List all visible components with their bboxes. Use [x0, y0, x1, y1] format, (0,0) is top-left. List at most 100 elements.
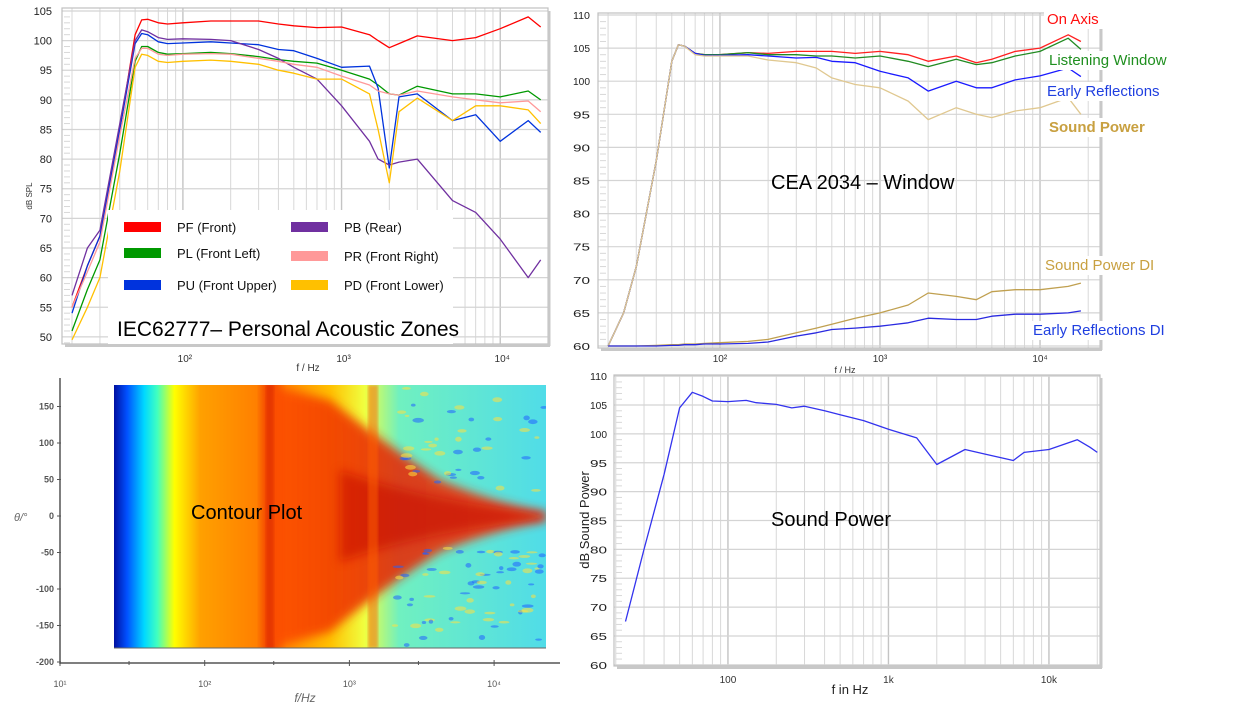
heatmap-speckle	[424, 440, 433, 443]
y-tick-label: 90	[40, 95, 52, 107]
heatmap-speckle	[519, 428, 530, 433]
heatmap-speckle	[459, 592, 471, 595]
series-line-pb-rear	[71, 29, 542, 296]
heatmap-speckle	[454, 405, 465, 410]
heatmap-speckle	[492, 586, 500, 590]
y-tick-label: 65	[40, 243, 52, 255]
series-line-pf-front	[71, 16, 542, 308]
legend-item: PR (Front Right)	[291, 249, 439, 264]
series-line-sound-power	[607, 44, 1082, 347]
legend-item: PB (Rear)	[291, 220, 402, 235]
heatmap-speckle	[528, 419, 538, 425]
y-tick-label: 85	[40, 124, 52, 136]
y-axis-label: θ/°	[14, 512, 28, 524]
heatmap-speckle	[438, 570, 451, 575]
chart-cea-2034-window: 60 65 70 75 80 85 90 95 100 105 110 10² 10³ 10⁴ f / Hz…	[573, 10, 1181, 375]
heatmap-speckle	[400, 573, 410, 578]
heatmap-speckle	[450, 621, 461, 624]
y-tick-label: -50	[41, 548, 54, 558]
heatmap-speckle	[493, 551, 503, 557]
y-tick-label: 70	[573, 276, 591, 287]
series-label-background	[1030, 321, 1178, 340]
y-tick-label: -150	[36, 621, 54, 631]
heatmap-speckle	[465, 563, 472, 568]
series-label-background	[1042, 256, 1177, 275]
legend-item: PF (Front)	[124, 220, 236, 235]
y-tick-label: 70	[40, 213, 52, 225]
legend-label: PR (Front Right)	[344, 249, 439, 264]
heatmap-speckle	[395, 575, 404, 580]
heatmap-speckle	[412, 417, 424, 423]
y-tick-label: 95	[590, 459, 608, 470]
legend-swatch	[124, 222, 161, 232]
heatmap-speckle	[537, 564, 544, 569]
heatmap-speckle	[540, 405, 546, 409]
heatmap-speckle	[409, 597, 414, 601]
y-tick-label: 70	[590, 603, 608, 614]
series-label: Sound Power	[1049, 119, 1145, 136]
heatmap-speckle	[422, 573, 429, 576]
heatmap-speckle	[403, 446, 415, 451]
chart-personal-acoustic-zones: 50 55 60 65 70 75 80 85 90 95 100 105 10² 10³ 10⁴ f / H…	[25, 6, 551, 374]
heatmap-speckle	[466, 598, 474, 603]
heatmap-speckle	[477, 476, 485, 480]
heatmap-speckle	[523, 415, 530, 421]
series-line-pu-front-upper	[71, 32, 542, 314]
x-tick-label: 10³	[343, 679, 356, 689]
heatmap-speckle	[444, 471, 452, 476]
heatmap-speckle	[433, 480, 442, 484]
heatmap-speckle	[498, 620, 510, 624]
legend-label: PL (Front Left)	[177, 246, 260, 261]
y-tick-label: 60	[40, 273, 52, 285]
x-axis-label: f/Hz	[294, 691, 315, 705]
heatmap-speckle	[486, 549, 495, 554]
heatmap-speckle	[476, 580, 487, 585]
y-tick-label: 90	[590, 488, 608, 499]
y-tick-label: 60	[573, 342, 591, 353]
y-tick-label: 55	[40, 302, 52, 314]
y-tick-label: 100	[590, 430, 607, 441]
heatmap-speckle	[406, 603, 414, 607]
y-axis-label: dB SPL	[25, 182, 34, 210]
x-axis-label: f / Hz	[296, 363, 319, 374]
chart-sound-power: 60 65 70 75 80 85 90 95 100 105 110 100 1k 10k f in Hz…	[577, 372, 1103, 697]
heatmap-speckle	[410, 403, 416, 407]
heatmap-band	[368, 385, 378, 648]
heatmap-speckle	[428, 443, 438, 448]
heatmap-speckle	[534, 567, 540, 570]
heatmap-speckle	[521, 456, 531, 460]
legend-item: PD (Front Lower)	[291, 278, 444, 293]
y-tick-label: 110	[573, 11, 590, 22]
x-tick-label: 10⁴	[487, 679, 501, 689]
heatmap-speckle	[455, 550, 464, 554]
series-line-sound-power-di	[608, 282, 1082, 347]
heatmap-speckle	[434, 437, 439, 441]
legend-label: PU (Front Upper)	[177, 278, 277, 293]
heatmap-speckle	[404, 414, 410, 417]
heatmap-speckle	[475, 572, 485, 577]
heatmap-speckle	[485, 437, 492, 441]
heatmap-speckle	[408, 471, 418, 477]
heatmap-speckle	[403, 643, 410, 647]
heatmap-speckle	[521, 604, 534, 608]
heatmap-speckle	[534, 569, 544, 574]
heatmap-speckle	[530, 594, 536, 599]
heatmap-core	[340, 470, 546, 562]
heatmap-speckle	[472, 585, 485, 589]
heatmap-speckle	[506, 567, 517, 572]
y-tick-label: 100	[34, 36, 52, 48]
heatmap-speckle	[531, 488, 541, 492]
heatmap-speckle	[423, 548, 433, 553]
heatmap-speckle	[508, 557, 520, 560]
heatmap-speckle	[478, 635, 486, 641]
heatmap-speckle	[428, 619, 434, 624]
y-tick-label: 75	[573, 243, 591, 254]
chart-title: CEA 2034 – Window	[771, 172, 955, 194]
heatmap-speckle	[457, 429, 467, 433]
heatmap-speckle	[454, 606, 467, 611]
heatmap-speckle	[538, 553, 546, 558]
series-line-sound-power	[624, 391, 1098, 622]
heatmap-speckle	[493, 417, 503, 422]
heatmap-speckle	[392, 565, 404, 569]
